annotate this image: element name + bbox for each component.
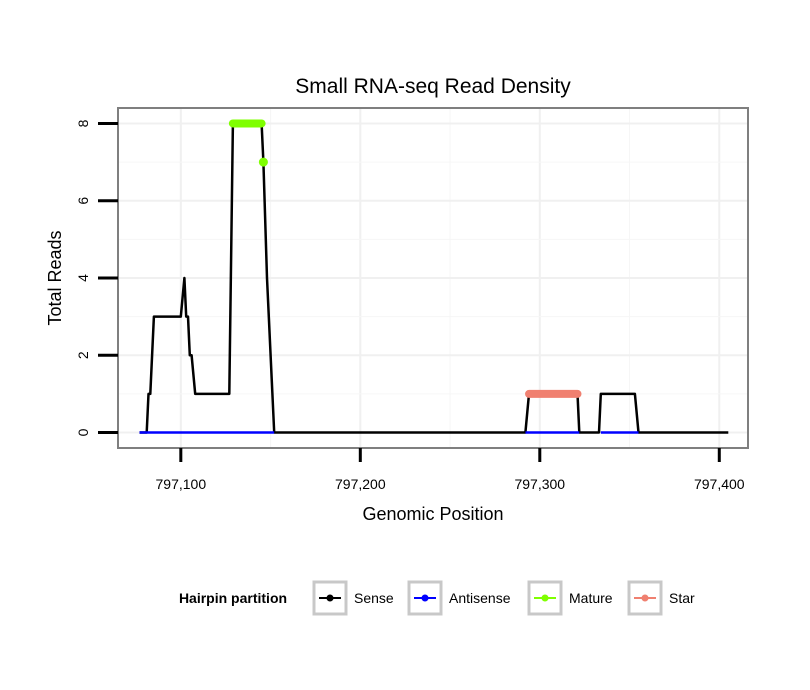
legend-key-point	[421, 594, 429, 602]
y-tick-label: 2	[75, 351, 91, 359]
x-tick-label: 797,300	[514, 476, 565, 492]
series-layer	[139, 119, 729, 434]
x-tick-label: 797,200	[335, 476, 386, 492]
legend-key-point	[541, 594, 549, 602]
y-tick-label: 4	[75, 274, 91, 282]
mature-point	[258, 157, 268, 167]
legend-key-point	[326, 594, 334, 602]
chart-title: Small RNA-seq Read Density	[295, 75, 571, 98]
legend-label: Star	[669, 590, 695, 606]
x-axis: 797,100 797,200 797,300 797,400	[156, 448, 745, 492]
y-tick-label: 8	[75, 119, 91, 127]
y-axis: 0 2 4 6 8	[75, 119, 118, 436]
legend: Hairpin partition Sense Antisense Mature St…	[179, 580, 695, 616]
legend-key-point	[641, 594, 649, 602]
x-axis-label: Genomic Position	[362, 504, 503, 524]
x-tick-label: 797,100	[156, 476, 207, 492]
legend-label: Sense	[354, 590, 394, 606]
legend-label: Mature	[569, 590, 613, 606]
y-tick-label: 6	[75, 197, 91, 205]
legend-entries: Sense Antisense Mature Star	[312, 580, 695, 616]
legend-title: Hairpin partition	[179, 590, 287, 606]
legend-item-antisense: Antisense	[407, 580, 511, 616]
legend-item-star: Star	[627, 580, 695, 616]
legend-item-sense: Sense	[312, 580, 394, 616]
legend-item-mature: Mature	[527, 580, 613, 616]
y-axis-label: Total Reads	[45, 230, 65, 325]
x-tick-label: 797,400	[694, 476, 745, 492]
y-tick-label: 0	[75, 428, 91, 436]
legend-label: Antisense	[449, 590, 511, 606]
